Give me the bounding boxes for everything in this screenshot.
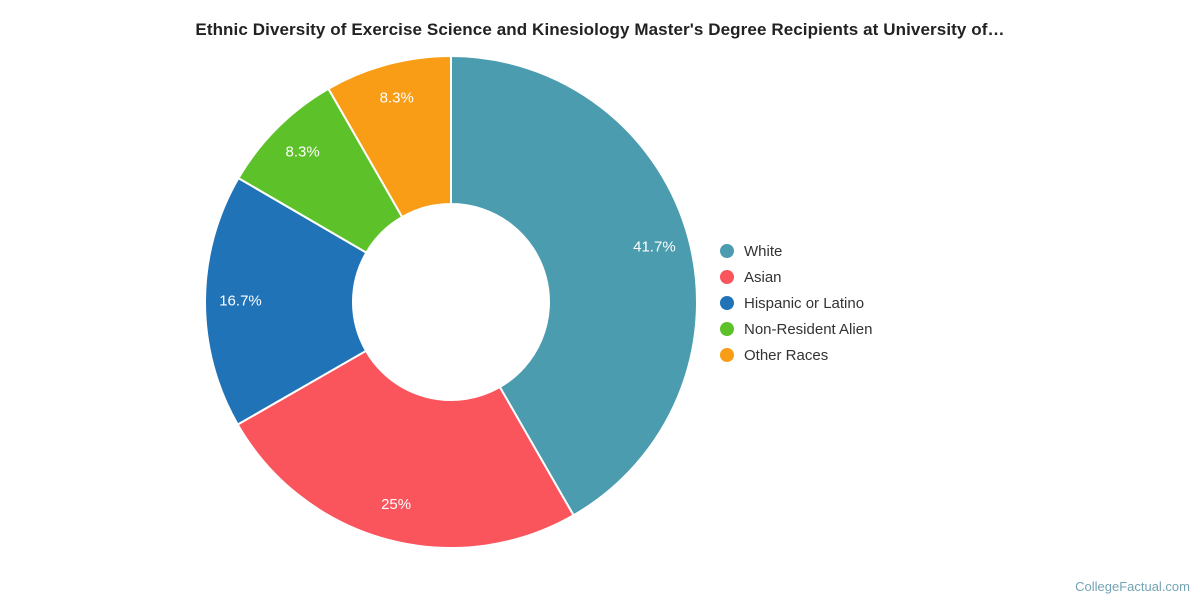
slice-value-label-non-resident-alien: 8.3% bbox=[285, 144, 319, 161]
legend-item-other-races[interactable]: Other Races bbox=[720, 342, 872, 368]
legend-color-dot-icon bbox=[720, 270, 734, 284]
pie-slice-asian[interactable] bbox=[236, 349, 575, 549]
legend-label: Non-Resident Alien bbox=[744, 320, 873, 338]
pie-slice-hispanic-or-latino[interactable] bbox=[204, 177, 368, 426]
legend-item-non-resident-alien[interactable]: Non-Resident Alien bbox=[720, 316, 872, 342]
legend-label: White bbox=[744, 242, 783, 260]
legend: White Asian Hispanic or Latino Non-Resident… bbox=[720, 238, 872, 368]
legend-color-dot-icon bbox=[720, 244, 734, 258]
slice-value-label-hispanic-or-latino: 16.7% bbox=[219, 292, 262, 309]
legend-color-dot-icon bbox=[720, 322, 734, 336]
pie-slice-white[interactable] bbox=[450, 55, 698, 517]
legend-label: Hispanic or Latino bbox=[744, 294, 865, 312]
watermark-link[interactable]: CollegeFactual.com bbox=[1075, 579, 1190, 594]
legend-label: Other Races bbox=[744, 346, 829, 364]
slice-value-label-other-races: 8.3% bbox=[380, 90, 414, 107]
legend-item-white[interactable]: White bbox=[720, 238, 872, 264]
legend-color-dot-icon bbox=[720, 348, 734, 362]
slice-value-label-asian: 25% bbox=[381, 496, 411, 513]
chart-title: Ethnic Diversity of Exercise Science and… bbox=[195, 20, 1005, 39]
legend-item-hispanic-or-latino[interactable]: Hispanic or Latino bbox=[720, 290, 872, 316]
legend-item-asian[interactable]: Asian bbox=[720, 264, 872, 290]
legend-color-dot-icon bbox=[720, 296, 734, 310]
legend-label: Asian bbox=[744, 268, 782, 286]
pie-slice-other-races[interactable] bbox=[327, 55, 452, 219]
slice-value-label-white: 41.7% bbox=[633, 239, 676, 256]
